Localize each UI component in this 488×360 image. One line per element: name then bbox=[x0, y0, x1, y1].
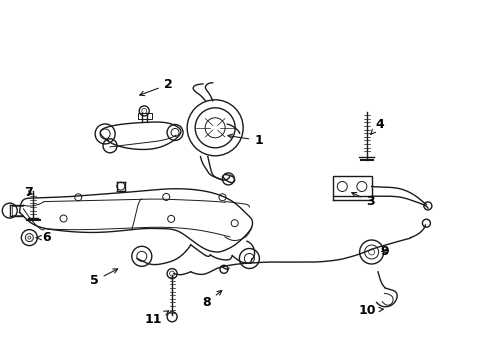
Text: 11: 11 bbox=[144, 311, 168, 326]
Text: 10: 10 bbox=[358, 304, 383, 317]
Text: 2: 2 bbox=[140, 78, 172, 96]
Text: 6: 6 bbox=[36, 231, 51, 244]
Bar bbox=[138, 113, 151, 119]
Text: 1: 1 bbox=[227, 134, 263, 147]
Text: 8: 8 bbox=[202, 291, 222, 309]
Text: 4: 4 bbox=[370, 118, 384, 134]
Text: 7: 7 bbox=[24, 186, 33, 199]
Text: 3: 3 bbox=[351, 193, 374, 208]
Bar bbox=[332, 176, 371, 196]
Text: 5: 5 bbox=[90, 269, 118, 287]
Text: 9: 9 bbox=[380, 245, 388, 258]
